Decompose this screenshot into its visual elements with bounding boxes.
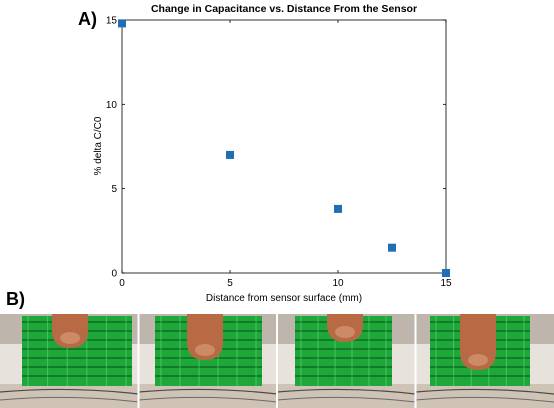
data-points (118, 19, 450, 277)
finger-highlight (335, 326, 355, 338)
cable (276, 388, 416, 395)
y-axis-label: % delta C/C0 (93, 116, 104, 175)
data-point (388, 243, 396, 252)
y-tick-label: 5 (111, 184, 117, 195)
photo-table (277, 384, 416, 408)
photo-divider (414, 314, 417, 408)
scatter-chart: Change in Capacitance vs. Distance From … (93, 3, 452, 304)
data-point (442, 269, 450, 277)
photo-panel (0, 314, 139, 408)
data-point (118, 19, 126, 28)
photo-panel (414, 314, 554, 408)
cable (0, 396, 139, 403)
finger (460, 314, 496, 370)
cable (415, 388, 554, 395)
photo-table (415, 384, 554, 408)
x-tick-label: 10 (332, 278, 344, 289)
finger-highlight (60, 332, 80, 344)
finger-highlight (468, 354, 488, 366)
photo-divider (276, 314, 278, 408)
chart-title: Change in Capacitance vs. Distance From … (151, 3, 417, 15)
finger-highlight (195, 344, 215, 356)
photo-divider (137, 314, 140, 408)
photo-table (138, 384, 277, 408)
plot-area (121, 19, 447, 274)
x-tick-label: 0 (119, 278, 125, 289)
y-tick-label: 0 (111, 269, 117, 280)
x-tick-label: 5 (227, 278, 233, 289)
panel-a-label: A) (78, 9, 97, 29)
y-tick-label: 10 (106, 100, 118, 111)
x-tick-label: 15 (440, 278, 452, 289)
photo-panel (137, 314, 278, 408)
panel-b-label: B) (6, 289, 25, 309)
cable (138, 396, 278, 403)
cable (138, 388, 278, 395)
data-point (334, 204, 342, 213)
y-tick-label: 15 (106, 16, 118, 27)
data-point (226, 150, 234, 159)
cable (0, 388, 139, 395)
photo-strip (0, 314, 554, 408)
cable (276, 396, 416, 403)
cable (415, 396, 554, 403)
x-axis-label: Distance from sensor surface (mm) (206, 293, 362, 304)
photo-table (0, 384, 139, 408)
photo-panel (276, 314, 416, 408)
